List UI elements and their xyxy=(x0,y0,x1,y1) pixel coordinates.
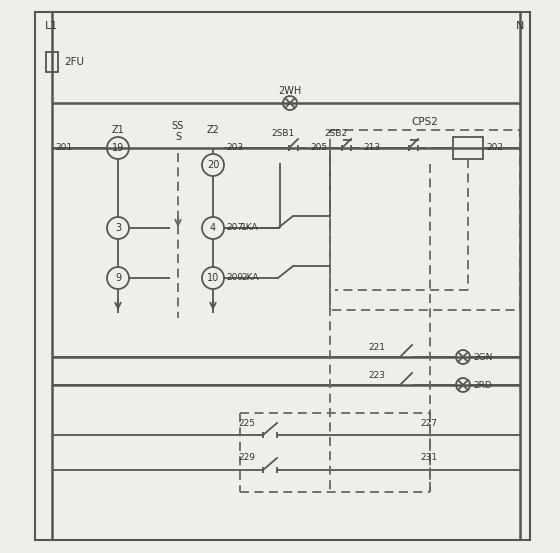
Text: 225: 225 xyxy=(238,419,255,427)
Text: 221: 221 xyxy=(368,342,385,352)
Text: 1KA: 1KA xyxy=(241,223,259,232)
Text: 2GN: 2GN xyxy=(473,352,492,362)
Bar xyxy=(453,137,483,159)
Text: 227: 227 xyxy=(420,419,437,427)
Text: 231: 231 xyxy=(420,453,437,462)
Text: Z1: Z1 xyxy=(111,125,124,135)
Text: 207: 207 xyxy=(226,223,243,232)
Text: 2RD: 2RD xyxy=(473,380,492,389)
Text: N: N xyxy=(516,21,524,31)
Text: 223: 223 xyxy=(368,371,385,379)
Text: 2KA: 2KA xyxy=(241,274,259,283)
Text: 202: 202 xyxy=(486,143,503,153)
Text: 201: 201 xyxy=(55,143,72,153)
Text: 2SB2: 2SB2 xyxy=(324,129,348,138)
Text: SS: SS xyxy=(172,121,184,131)
Text: 209: 209 xyxy=(226,274,243,283)
Text: 213: 213 xyxy=(363,143,380,153)
Text: 229: 229 xyxy=(238,453,255,462)
Text: 2FU: 2FU xyxy=(64,57,84,67)
Text: CPS2: CPS2 xyxy=(412,117,438,127)
Text: 4: 4 xyxy=(210,223,216,233)
Text: 2WH: 2WH xyxy=(278,86,302,96)
Text: 2SB1: 2SB1 xyxy=(272,129,295,138)
Text: S: S xyxy=(175,132,181,142)
Text: 20: 20 xyxy=(207,160,219,170)
Text: 203: 203 xyxy=(226,143,243,153)
Text: 9: 9 xyxy=(115,273,121,283)
Text: L1: L1 xyxy=(45,21,59,31)
Text: 19: 19 xyxy=(112,143,124,153)
Bar xyxy=(330,130,520,310)
Bar xyxy=(35,12,530,540)
Text: 205: 205 xyxy=(310,143,327,153)
Text: Z2: Z2 xyxy=(207,125,220,135)
Text: 10: 10 xyxy=(207,273,219,283)
Bar xyxy=(46,52,58,72)
Text: 3: 3 xyxy=(115,223,121,233)
